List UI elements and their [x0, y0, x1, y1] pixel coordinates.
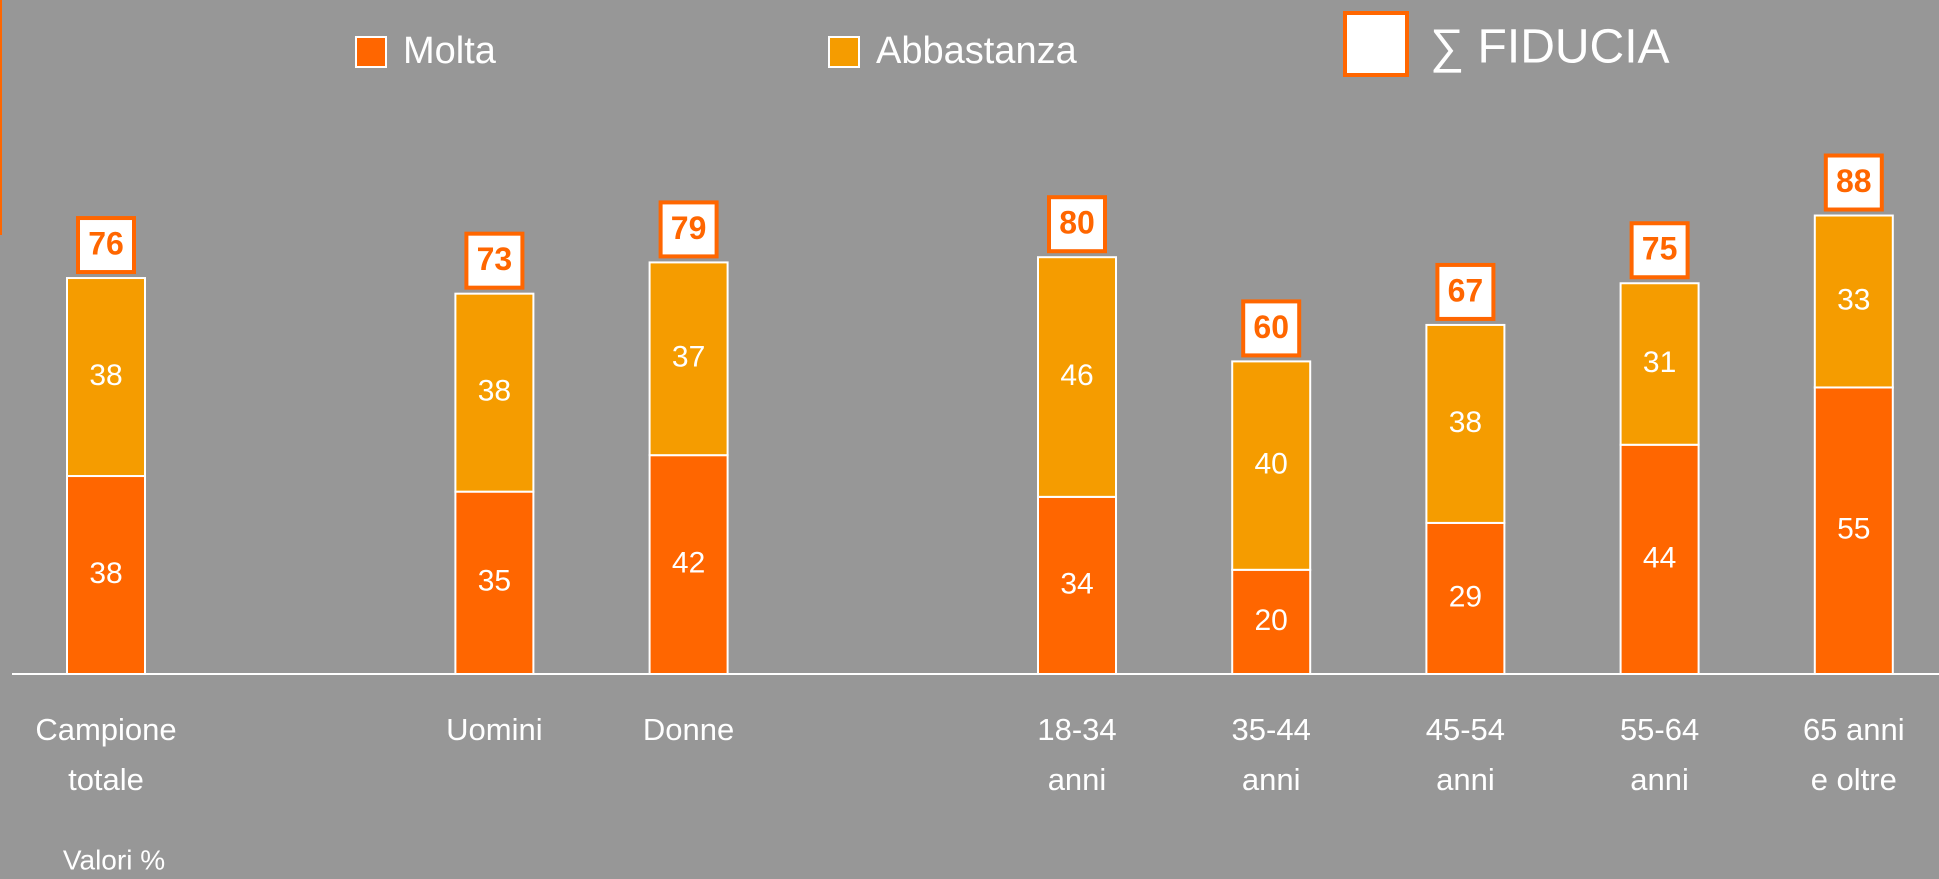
x-tick-label: 18-34 anni	[1037, 712, 1116, 797]
data-label: 42	[672, 547, 705, 580]
bar-segment	[1619, 282, 1700, 446]
bar-segment	[1425, 521, 1506, 675]
bar-segment	[1813, 214, 1894, 389]
x-tick-label: Campione totale	[35, 712, 176, 797]
bar-segment	[1425, 323, 1506, 524]
bar-segment	[1619, 443, 1700, 676]
bar-segment	[454, 292, 535, 493]
total-box	[76, 216, 136, 275]
bar-segment	[66, 277, 146, 478]
legend-swatch	[828, 36, 860, 68]
total-box	[1435, 262, 1496, 321]
data-label: 55	[1837, 513, 1870, 546]
note: Valori %	[63, 844, 165, 875]
total-label: 75	[1642, 231, 1678, 267]
total-label: 67	[1448, 272, 1484, 308]
total-box	[658, 200, 719, 259]
data-label: 40	[1255, 448, 1288, 481]
data-label: 44	[1643, 541, 1676, 574]
total-label: 60	[1253, 309, 1289, 345]
x-tick-label: 55-64 anni	[1620, 712, 1699, 797]
total-box	[1823, 153, 1884, 212]
bar-segment	[1037, 256, 1117, 498]
total-box	[1629, 221, 1690, 280]
legend-swatch	[355, 36, 387, 68]
bar-segment	[648, 261, 729, 457]
total-label: 88	[1836, 163, 1872, 199]
data-label: 33	[1837, 283, 1870, 316]
data-label: 46	[1060, 359, 1093, 392]
bar-segment	[1231, 360, 1312, 571]
x-tick-label: Donne	[643, 712, 734, 747]
data-label: 37	[672, 341, 705, 374]
data-label: 38	[89, 557, 122, 590]
legend-label: ∑ FIDUCIA	[1430, 21, 1670, 74]
x-tick-label: 65 anni e oltre	[1803, 712, 1905, 797]
x-tick-label: 35-44 anni	[1232, 712, 1311, 797]
bar-segment	[454, 490, 535, 675]
legend-label: Molta	[403, 30, 497, 72]
data-label: 31	[1643, 346, 1676, 379]
total-label: 73	[477, 241, 513, 277]
legend-swatch	[1343, 11, 1409, 77]
total-box	[464, 231, 525, 290]
data-label: 29	[1449, 580, 1482, 613]
bar-segment	[1231, 568, 1312, 675]
data-label: 35	[478, 565, 511, 598]
data-label: 38	[89, 359, 122, 392]
bar-segment	[648, 454, 729, 675]
x-tick-label: 45-54 anni	[1426, 712, 1505, 797]
bar-segment	[1037, 495, 1117, 675]
data-label: 34	[1060, 567, 1093, 600]
legend-label: Abbastanza	[876, 30, 1078, 72]
x-tick-label: Uomini	[446, 712, 542, 747]
data-label: 38	[1449, 406, 1482, 439]
total-box	[1047, 195, 1107, 254]
total-label: 76	[88, 225, 124, 261]
total-box	[1241, 299, 1302, 358]
data-label: 20	[1255, 604, 1288, 637]
total-label: 79	[671, 210, 707, 246]
total-label: 80	[1059, 205, 1095, 241]
bar-segment	[1813, 386, 1894, 675]
data-label: 38	[478, 375, 511, 408]
